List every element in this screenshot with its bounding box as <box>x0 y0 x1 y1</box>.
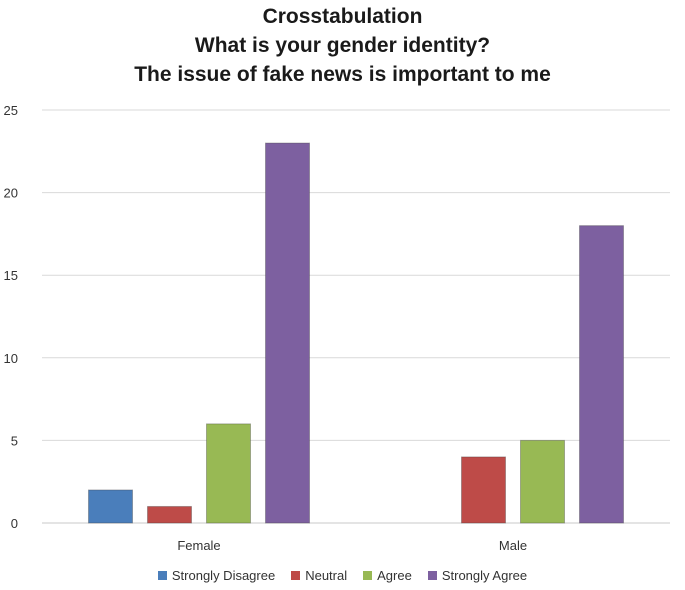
chart-title: Crosstabulation What is your gender iden… <box>0 0 685 89</box>
x-tick-label: Female <box>177 538 220 553</box>
legend-label: Strongly Agree <box>441 568 528 583</box>
legend-label: Neutral <box>305 568 348 583</box>
legend-item: Agree <box>363 568 412 583</box>
bar-female-neutral <box>147 505 192 524</box>
legend-swatch <box>157 571 167 580</box>
legend-swatch <box>427 571 437 580</box>
chart-title-line-3: The issue of fake news is important to m… <box>134 63 551 86</box>
bar-female-strongly-disagree <box>88 489 133 524</box>
legend-label: Agree <box>377 568 412 583</box>
legend-label: Strongly Disagree <box>171 568 276 583</box>
legend-swatch <box>291 571 301 580</box>
y-tick-label: 25 <box>4 103 18 118</box>
y-tick-label: 10 <box>4 351 18 366</box>
legend-item: Strongly Agree <box>427 568 528 583</box>
y-tick-label: 20 <box>4 186 18 201</box>
legend-item: Strongly Disagree <box>157 568 276 583</box>
bar-female-strongly-agree <box>265 142 310 524</box>
y-tick-label: 5 <box>11 433 18 448</box>
legend-item: Neutral <box>291 568 347 583</box>
x-tick-label: Male <box>499 538 527 553</box>
bar-male-strongly-agree <box>579 225 624 524</box>
y-tick-label: 0 <box>11 516 18 531</box>
bar-male-agree <box>520 439 565 524</box>
chart-title-line-2: What is your gender identity? <box>194 34 491 57</box>
bar-female-agree <box>206 423 251 524</box>
bar-male-neutral <box>461 456 506 524</box>
y-tick-label: 15 <box>4 268 18 283</box>
legend-swatch <box>363 571 373 580</box>
chart-title-line-1: Crosstabulation <box>262 5 423 28</box>
legend: Strongly Disagree Neutral Agree Strongly Ag… <box>0 568 685 583</box>
